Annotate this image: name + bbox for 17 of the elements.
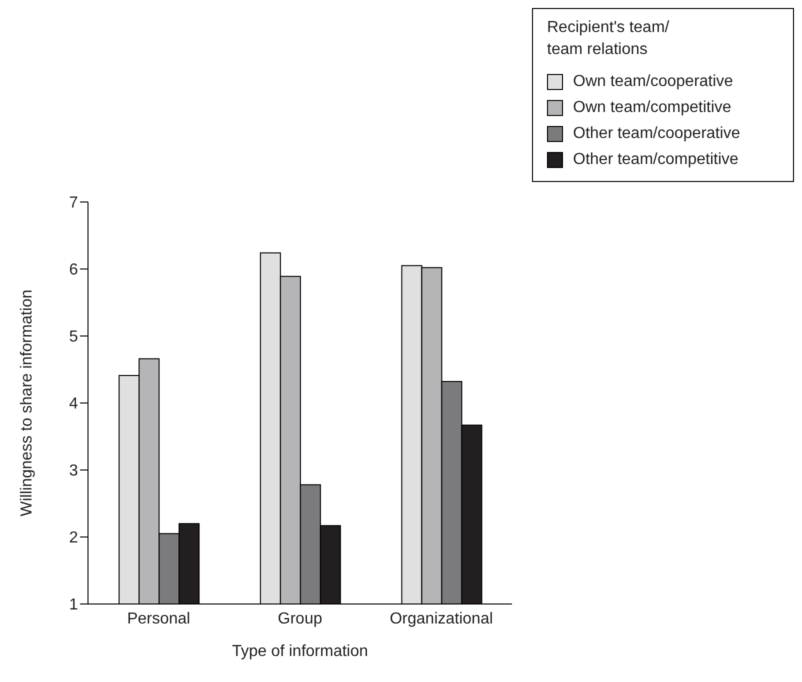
y-axis-title: Willingness to share information [18, 290, 36, 516]
y-tick-label: 1 [69, 596, 78, 614]
y-tick-label: 5 [69, 328, 78, 346]
y-tick-label: 4 [69, 396, 78, 413]
legend-label: Other team/cooperative [573, 125, 740, 143]
x-tick-label: Organizational [390, 610, 493, 628]
y-tick-label: 2 [69, 530, 78, 547]
y-tick-label: 3 [69, 462, 78, 480]
x-tick-label: Personal [127, 610, 190, 628]
legend-label: Own team/competitive [573, 99, 732, 117]
x-axis-title: Type of information [232, 643, 368, 660]
legend-label: Other team/competitive [573, 151, 738, 169]
x-tick-label: Group [278, 610, 322, 628]
y-tick-label: 7 [69, 194, 78, 212]
legend-label: Own team/cooperative [573, 73, 734, 91]
legend-title: Recipient's team/ team relations [547, 18, 670, 60]
y-tick-label: 6 [69, 262, 78, 279]
